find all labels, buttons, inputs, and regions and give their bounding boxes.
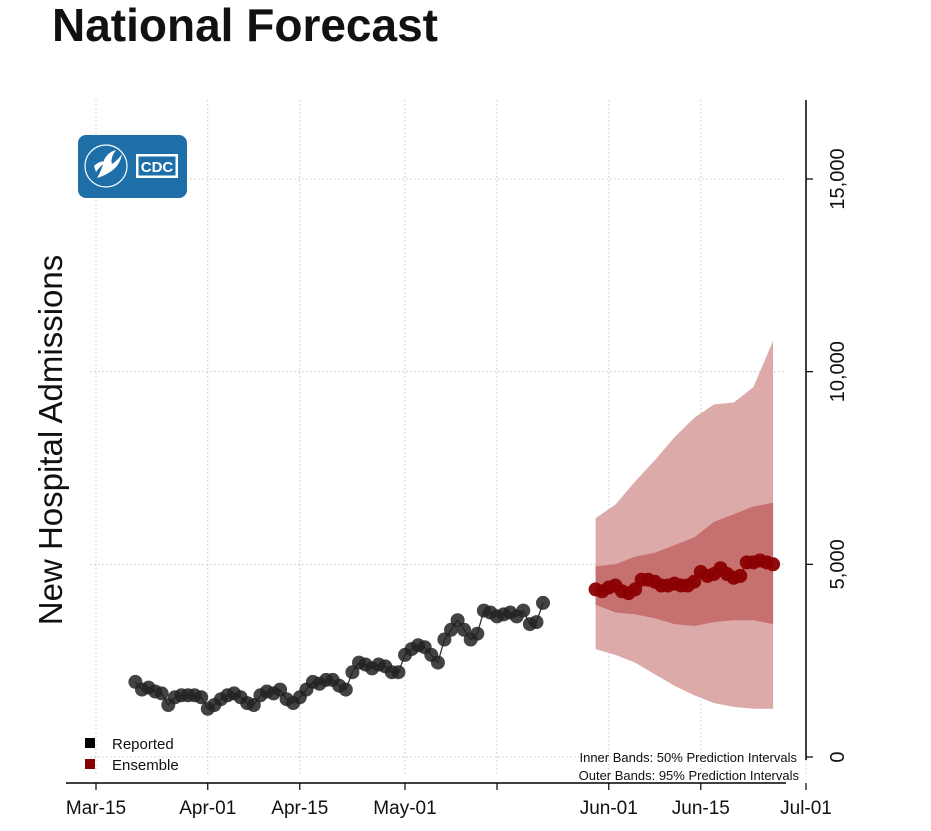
data-point-reported [430,655,445,670]
band-50-prediction-interval [595,502,774,626]
data-point-reported [536,595,550,610]
x-tick-label: May-01 [373,798,436,819]
data-point-reported [516,603,531,618]
x-tick-label: Apr-15 [271,798,328,819]
data-point-reported [154,686,169,701]
data-point-reported [338,682,353,697]
x-tick-label: Jun-01 [580,798,638,819]
axes [66,100,807,784]
cdc-logo-inner [138,156,176,176]
data-point-reported [529,615,544,630]
y-tick-label: 15,000 [827,148,849,209]
data-point-reported [194,690,209,705]
x-axis-ticks: Mar-15 Apr-01 Apr-15 May-01 Jun-01 Jun-15 Jul-… [66,783,832,819]
note-inner-bands: Inner Bands: 50% Prediction Intervals [579,750,797,765]
legend-swatch-reported [85,738,95,748]
prediction-bands [595,340,774,709]
cdc-logo-background [78,135,187,198]
legend-swatch-ensemble [85,759,95,769]
chart-title: National Forecast [52,0,438,51]
note-outer-bands: Outer Bands: 95% Prediction Intervals [579,768,800,783]
x-tick-label: Jul-01 [780,798,832,819]
legend-label-reported: Reported [112,736,174,753]
x-tick-label: Jun-15 [672,798,730,819]
hhs-eagle-icon [84,144,128,188]
legend-label-ensemble: Ensemble [112,757,179,774]
data-point-ensemble [733,568,748,583]
legend: Reported Ensemble [85,736,179,774]
cdc-logo-text: CDC [141,159,174,176]
data-point-reported [391,665,406,680]
cdc-logo: CDC [78,135,187,198]
y-tick-label: 5,000 [827,539,849,589]
y-axis-label: New Hospital Admissions [32,255,69,625]
x-tick-label: Apr-01 [179,798,236,819]
y-axis-ticks: 0 5,000 10,000 15,000 [806,148,849,763]
y-tick-label: 0 [827,751,849,762]
x-tick-label: Mar-15 [66,798,126,819]
y-tick-label: 10,000 [827,341,849,402]
data-point-ensemble [766,557,781,572]
data-point-reported [470,626,485,641]
series-points [128,553,781,716]
